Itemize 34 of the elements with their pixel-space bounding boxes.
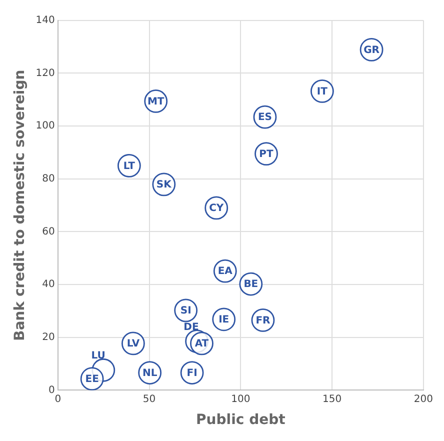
x-tick-label: 100: [231, 394, 250, 405]
y-axis-title: Bank credit to domestic sovereign: [12, 70, 28, 341]
y-tick-label: 80: [42, 173, 55, 184]
data-label: CY: [209, 203, 224, 214]
data-label: EA: [218, 266, 233, 278]
y-tick-label: 140: [36, 14, 55, 26]
data-label: FR: [256, 315, 271, 326]
data-label: GR: [364, 44, 380, 56]
y-tick-label: 20: [42, 332, 55, 343]
data-label: IE: [218, 314, 230, 326]
data-label: LT: [123, 160, 136, 172]
x-tick-label: 200: [414, 394, 434, 405]
data-label: SK: [156, 180, 173, 191]
data-label: SI: [180, 306, 192, 317]
data-label: LU: [91, 350, 106, 362]
y-tick-label: 40: [42, 279, 55, 290]
y-tick-label: 60: [42, 226, 55, 238]
data-label: FI: [186, 368, 198, 379]
x-tick-label: 150: [322, 394, 342, 405]
x-tick-label: 50: [142, 394, 156, 405]
data-label: AT: [194, 338, 209, 350]
x-axis-title: Public debt: [196, 412, 286, 428]
data-label: BE: [244, 279, 258, 290]
data-label: ES: [258, 112, 272, 124]
y-tick-label: 0: [48, 384, 55, 396]
data-label: EE: [85, 374, 100, 385]
data-label: IT: [316, 86, 328, 98]
data-label: PT: [259, 148, 274, 160]
data-label: NL: [142, 368, 158, 379]
y-tick-label: 100: [36, 120, 55, 132]
data-label: DE: [184, 322, 199, 333]
data-label: MT: [147, 96, 164, 108]
y-tick-label: 120: [36, 68, 55, 79]
data-label: LV: [126, 338, 140, 350]
